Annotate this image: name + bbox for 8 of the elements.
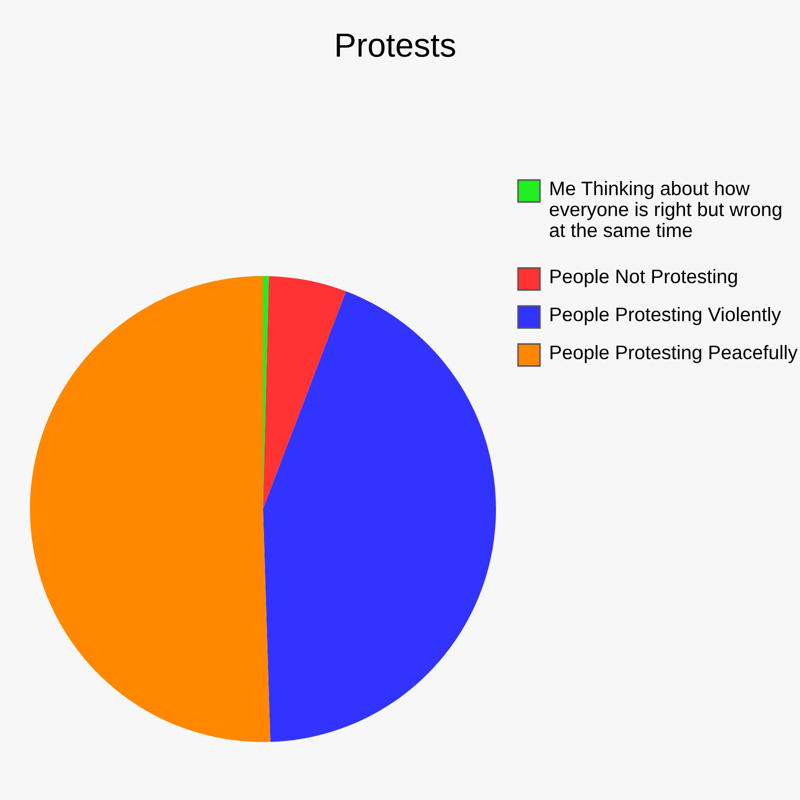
legend-label: Me Thinking about how everyone is right but wrong at the same time [550, 181, 782, 238]
legend-label: People Not Protesting [550, 269, 737, 288]
chart-title: Protests [336, 34, 456, 57]
pie-slice [263, 276, 346, 509]
legend-label: People Protesting Peacefully [550, 345, 798, 364]
legend-label: People Protesting Violently [550, 307, 782, 326]
pie-slice [263, 291, 496, 742]
pie-slice [30, 276, 270, 742]
